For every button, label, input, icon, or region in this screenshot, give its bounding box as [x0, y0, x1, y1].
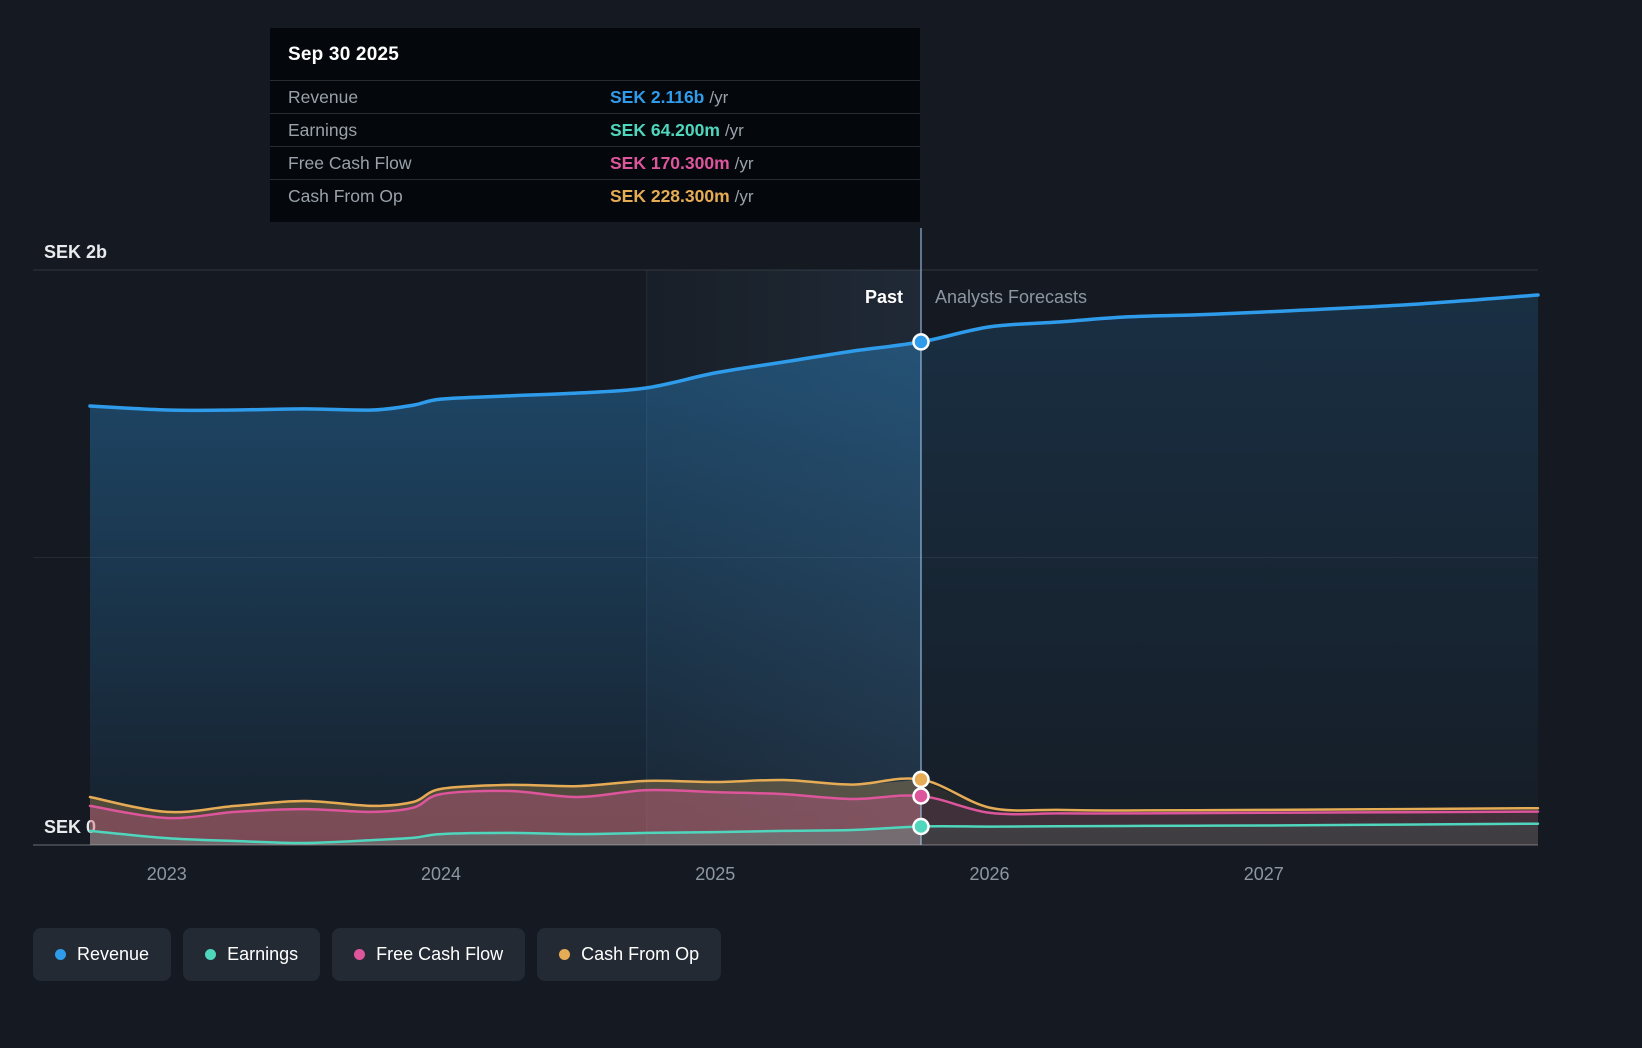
forecast-zone-label: Analysts Forecasts — [935, 287, 1088, 307]
tooltip-row-earnings: Earnings SEK 64.200m/yr — [270, 113, 920, 146]
tooltip-value: SEK 228.300m/yr — [610, 186, 754, 207]
legend: Revenue Earnings Free Cash Flow Cash Fro… — [33, 928, 722, 981]
tooltip-value-number: SEK 64.200m — [610, 119, 720, 140]
cash-from-op-line — [88, 777, 1540, 814]
tooltip-value: SEK 64.200m/yr — [610, 120, 744, 141]
free-cash-flow-line — [88, 788, 1540, 820]
earnings-area-past — [90, 826, 921, 845]
tooltip-value-number: SEK 170.300m — [610, 152, 730, 173]
earnings-area-forecast — [921, 823, 1538, 845]
x-axis-label: 2024 — [421, 864, 461, 884]
earnings-line — [88, 822, 1540, 845]
cash-from-op-marker[interactable] — [912, 770, 930, 789]
tooltip-value-unit: /yr — [734, 186, 754, 206]
earnings-marker[interactable] — [912, 817, 930, 836]
legend-label-free-cash-flow: Free Cash Flow — [376, 944, 504, 964]
tooltip-value: SEK 2.116b/yr — [610, 87, 728, 108]
tooltip-label: Earnings — [288, 119, 358, 140]
x-axis-label: 2027 — [1244, 864, 1284, 884]
x-axis-label: 2025 — [695, 864, 735, 884]
legend-label-revenue: Revenue — [77, 944, 150, 964]
free-cash-flow-dot-icon — [354, 949, 366, 960]
legend-label-earnings: Earnings — [227, 944, 299, 964]
y-axis-label: SEK 0 — [44, 817, 96, 837]
y-axis-label: SEK 2b — [44, 242, 107, 262]
cash-from-op-dot-icon — [559, 949, 571, 960]
tooltip-value-number: SEK 2.116b — [610, 86, 705, 107]
legend-item-cash-from-op[interactable]: Cash From Op — [537, 928, 722, 981]
tooltip-value-unit: /yr — [709, 87, 729, 107]
legend-label-cash-from-op: Cash From Op — [581, 944, 700, 964]
past-zone-label: Past — [864, 287, 903, 307]
tooltip-label: Free Cash Flow — [288, 152, 412, 173]
legend-item-revenue[interactable]: Revenue — [33, 928, 172, 981]
tooltip-row-revenue: Revenue SEK 2.116b/yr — [270, 80, 920, 113]
tooltip-date: Sep 30 2025 — [288, 44, 400, 65]
legend-item-earnings[interactable]: Earnings — [183, 928, 321, 981]
legend-item-free-cash-flow[interactable]: Free Cash Flow — [332, 928, 526, 981]
free-cash-flow-marker[interactable] — [912, 787, 930, 805]
free-cash-flow-area-forecast — [921, 796, 1538, 845]
tooltip-value-unit: /yr — [724, 120, 744, 140]
tooltip-value: SEK 170.300m/yr — [610, 153, 754, 174]
x-axis-label: 2023 — [147, 864, 187, 884]
revenue-marker[interactable] — [912, 333, 930, 351]
tooltip-row-free-cash-flow: Free Cash Flow SEK 170.300m/yr — [270, 146, 920, 179]
revenue-area-forecast — [921, 295, 1538, 845]
x-axis-label: 2026 — [969, 864, 1009, 884]
tooltip-value-unit: /yr — [734, 153, 754, 173]
cash-from-op-area-past — [90, 779, 921, 845]
revenue-line — [88, 293, 1540, 413]
earnings-dot-icon — [205, 949, 217, 960]
tooltip-label: Revenue — [288, 86, 359, 107]
tooltip-value-number: SEK 228.300m — [610, 185, 730, 206]
tooltip-panel: Sep 30 2025 Revenue SEK 2.116b/yr Earnin… — [270, 28, 920, 222]
revenue-area-past — [90, 341, 921, 845]
tooltip-row-cash-from-op: Cash From Op SEK 228.300m/yr — [270, 179, 920, 212]
tooltip-label: Cash From Op — [288, 185, 403, 206]
revenue-dot-icon — [55, 949, 66, 960]
